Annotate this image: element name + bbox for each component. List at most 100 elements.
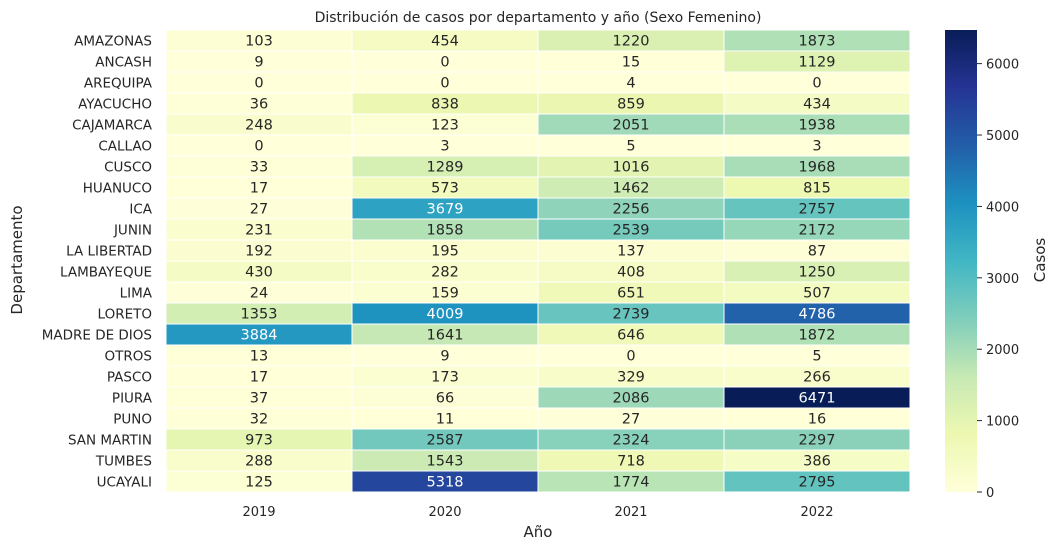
column-tick-label: 2019 [242, 505, 275, 520]
row-tick-label: AREQUIPA [84, 76, 153, 92]
colorbar-tick-label: 5000 [986, 129, 1019, 144]
chart-title: Distribución de casos por departamento y… [315, 10, 762, 26]
cell-value-label: 24 [250, 286, 268, 302]
cell-value-label: 2587 [427, 433, 464, 449]
row-tick-label: CALLAO [98, 139, 152, 155]
cell-value-label: 651 [617, 286, 645, 302]
cell-value-label: 1873 [799, 34, 836, 50]
cell-value-label: 3 [440, 139, 449, 155]
cell-value-label: 66 [436, 391, 454, 407]
cell-value-label: 2757 [799, 202, 836, 218]
cell-value-label: 2739 [613, 307, 650, 323]
colorbar-tick-label: 1000 [986, 415, 1019, 430]
row-tick-label: HUANUCO [83, 181, 152, 197]
cell-value-label: 329 [617, 370, 645, 386]
cell-value-label: 2297 [799, 433, 836, 449]
cell-value-label: 5 [626, 139, 635, 155]
cell-value-label: 386 [803, 454, 831, 470]
column-tick-label: 2021 [614, 505, 647, 520]
cell-value-label: 1016 [613, 160, 650, 176]
cell-value-label: 32 [250, 412, 268, 428]
cell-value-label: 266 [803, 370, 831, 386]
cell-value-label: 1968 [799, 160, 836, 176]
row-tick-label: LA LIBERTAD [66, 244, 152, 260]
row-tick-label: PIURA [112, 391, 153, 407]
colorbar-tick-label: 2000 [986, 343, 1019, 358]
cell-value-label: 838 [431, 97, 459, 113]
row-tick-label: OTROS [105, 349, 152, 365]
row-tick-label: LIMA [120, 286, 153, 302]
cell-value-label: 2795 [799, 475, 836, 491]
cell-value-label: 434 [803, 97, 831, 113]
colorbar: 0 1000 2000 3000 4000 5000 6000 [945, 30, 1019, 501]
cell-value-label: 1462 [613, 181, 650, 197]
colorbar-gradient [945, 30, 977, 492]
cell-value-label: 1220 [613, 34, 650, 50]
row-tick-label: LAMBAYEQUE [60, 265, 152, 281]
cell-value-label: 248 [245, 118, 273, 134]
cell-value-label: 1543 [427, 454, 464, 470]
column-tick-label: 2020 [428, 505, 461, 520]
row-tick-label: MADRE DE DIOS [42, 328, 152, 344]
row-tick-label: PASCO [107, 370, 152, 386]
cell-value-label: 1858 [427, 223, 464, 239]
cell-value-label: 1641 [427, 328, 464, 344]
cell-value-label: 2086 [613, 391, 650, 407]
cell-value-label: 103 [245, 34, 273, 50]
cell-value-label: 288 [245, 454, 273, 470]
cell-value-label: 1938 [799, 118, 836, 134]
cell-value-label: 1289 [427, 160, 464, 176]
cell-value-label: 454 [431, 34, 459, 50]
cell-value-label: 1353 [241, 307, 278, 323]
cell-value-label: 2256 [613, 202, 650, 218]
cell-value-label: 16 [808, 412, 826, 428]
cell-value-label: 27 [250, 202, 268, 218]
column-tick-label: 2022 [800, 505, 833, 520]
cell-value-label: 27 [622, 412, 640, 428]
cell-value-label: 0 [254, 76, 263, 92]
cell-value-label: 9 [440, 349, 449, 365]
cell-value-label: 123 [431, 118, 459, 134]
cell-value-label: 815 [803, 181, 831, 197]
cell-value-label: 36 [250, 97, 268, 113]
colorbar-tick-label: 6000 [986, 58, 1019, 73]
row-tick-label: ANCASH [95, 55, 152, 71]
row-tick-label: JUNIN [113, 223, 152, 239]
heatmap-cell [723, 470, 911, 493]
cell-value-label: 646 [617, 328, 645, 344]
cell-value-label: 33 [250, 160, 268, 176]
cell-value-label: 2172 [799, 223, 836, 239]
row-tick-label: ICA [129, 202, 152, 218]
cell-value-label: 2324 [613, 433, 650, 449]
row-tick-label: CUSCO [104, 160, 152, 176]
cell-value-label: 0 [812, 76, 821, 92]
cell-value-label: 9 [254, 55, 263, 71]
cell-value-label: 718 [617, 454, 645, 470]
cell-value-label: 37 [250, 391, 268, 407]
cell-value-label: 0 [440, 76, 449, 92]
x-axis-label: Año [524, 523, 553, 541]
row-tick-label: UCAYALI [97, 475, 152, 491]
cell-value-label: 0 [254, 139, 263, 155]
cell-value-label: 87 [808, 244, 826, 260]
colorbar-label: Casos [1031, 238, 1049, 283]
colorbar-tick-label: 0 [986, 486, 994, 501]
cell-value-label: 4 [626, 76, 635, 92]
row-tick-label: CAJAMARCA [72, 118, 153, 134]
row-labels: AMAZONAS ANCASH AREQUIPA AYACUCHO CAJAMARCA C… [42, 34, 153, 491]
cell-value-label: 408 [617, 265, 645, 281]
cell-value-label: 2051 [613, 118, 650, 134]
row-tick-label: AMAZONAS [74, 34, 152, 50]
cell-value-label: 3 [812, 139, 821, 155]
cell-value-label: 195 [431, 244, 459, 260]
cell-value-label: 5 [812, 349, 821, 365]
cell-value-label: 17 [250, 181, 268, 197]
cell-value-label: 1774 [613, 475, 650, 491]
cell-value-label: 4009 [427, 307, 464, 323]
row-tick-label: PUNO [113, 412, 152, 428]
cell-value-label: 159 [431, 286, 459, 302]
cell-value-label: 573 [431, 181, 459, 197]
cell-value-label: 6471 [799, 391, 836, 407]
cell-value-label: 5318 [427, 475, 464, 491]
